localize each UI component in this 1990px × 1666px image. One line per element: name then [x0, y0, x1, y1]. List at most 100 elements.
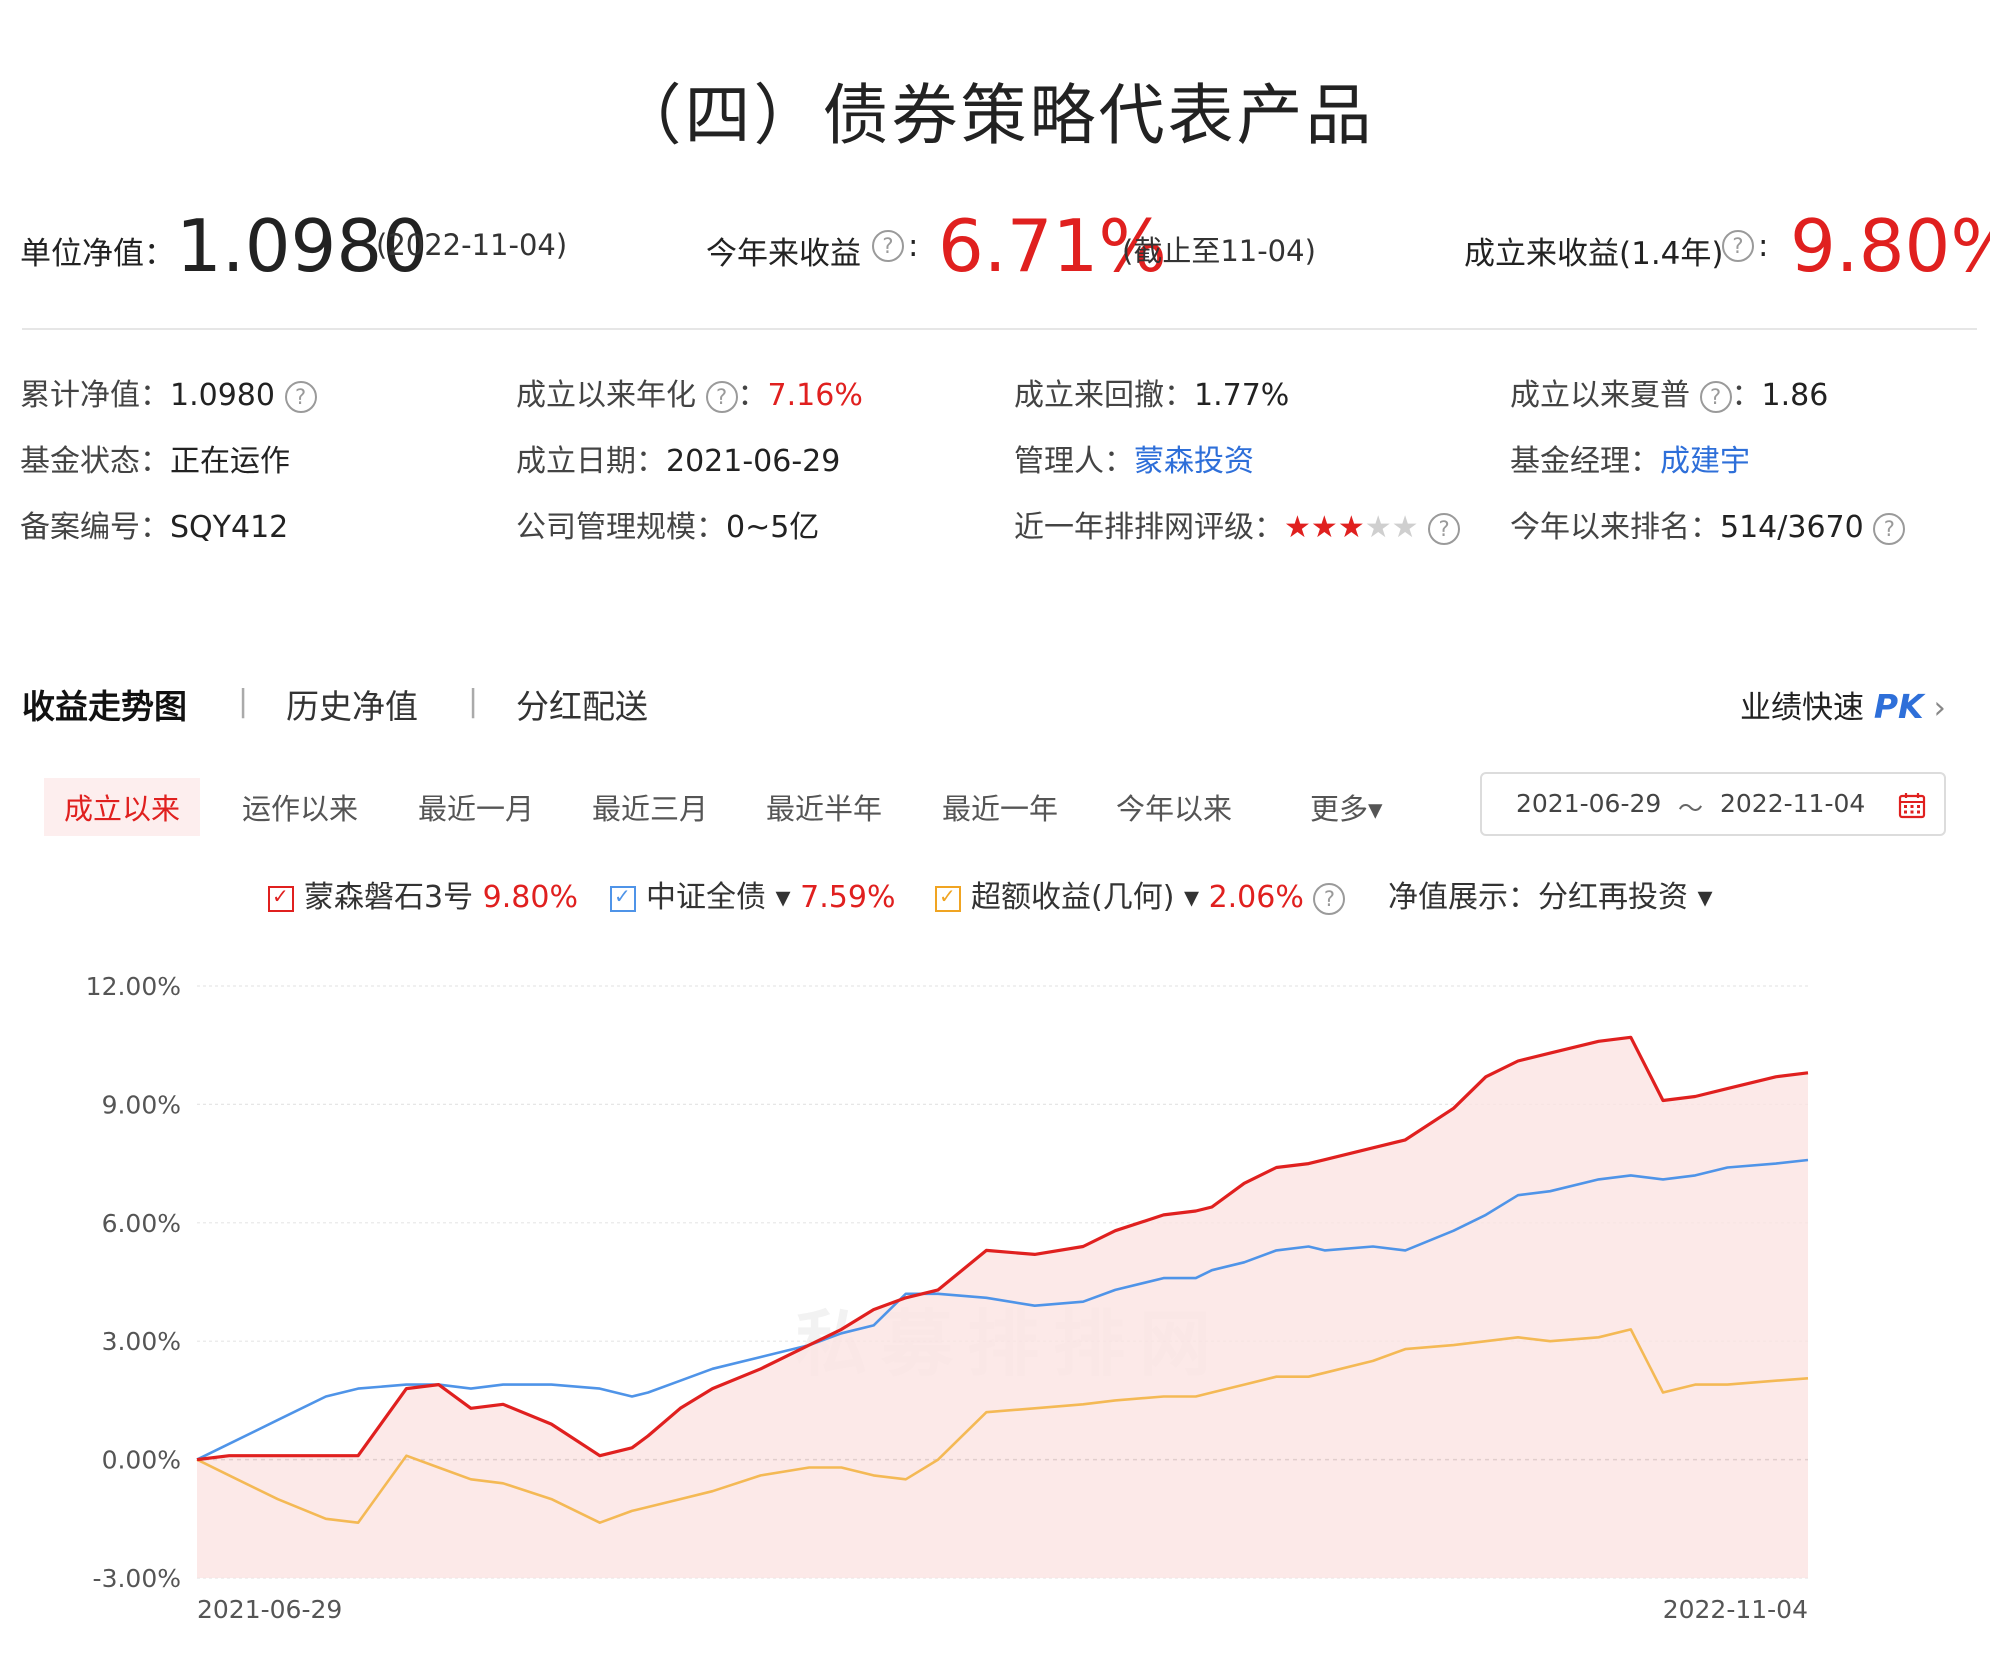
manager-link[interactable]: 蒙森投资	[1134, 444, 1254, 479]
nav-date: (2022-11-04)	[376, 228, 568, 262]
calendar-icon	[1898, 793, 1926, 819]
since-help-icon[interactable]: ?	[1722, 230, 1754, 262]
date-end: 2022-11-04	[1720, 789, 1866, 818]
since-colon: :	[1758, 228, 1769, 264]
page-title: （四）债券策略代表产品	[615, 77, 1375, 154]
found-date-value: 2021-06-29	[666, 444, 841, 479]
period-6-months[interactable]: 最近半年	[766, 792, 883, 826]
annual: 成立以来年化 ? ：7.16%	[516, 378, 863, 413]
cum-nav-value: 1.0980	[170, 378, 275, 413]
pk-label: 业绩快速	[1740, 690, 1864, 726]
x-tick-label: 2022-11-04	[1663, 1595, 1808, 1624]
pk-button[interactable]: 业绩快速 PK ›	[1740, 682, 1946, 727]
excess-checkbox[interactable]	[935, 884, 961, 912]
period-3-months[interactable]: 最近三月	[592, 792, 709, 826]
rating-label: 近一年排排网评级：	[1014, 510, 1284, 545]
rank: 今年以来排名：514/3670 ?	[1510, 502, 1906, 546]
annual-help-icon[interactable]: ?	[705, 380, 738, 413]
star-filled-icon: ★	[1284, 510, 1311, 545]
chevron-right-icon: ›	[1933, 690, 1946, 726]
star-filled-icon: ★	[1337, 510, 1365, 545]
ytd-note: (截止至11-04)	[1122, 234, 1316, 268]
tab-history-nav[interactable]: 历史净值	[286, 687, 418, 726]
ytd-colon: :	[908, 228, 919, 264]
ytd-help-icon[interactable]: ?	[872, 230, 904, 262]
fund-checkbox[interactable]	[268, 884, 294, 912]
cum-nav: 累计净值：1.0980 ?	[20, 370, 317, 414]
sharpe: 成立以来夏普 ? ：1.86	[1510, 378, 1829, 413]
legend-fund-name: 蒙森磐石3号	[304, 880, 474, 915]
legend-excess[interactable]: 超额收益(几何) ▾ 2.06% ?	[935, 872, 1346, 916]
record-label: 备案编号：	[20, 510, 170, 545]
status: 基金状态：正在运作	[20, 436, 290, 480]
excess-help-icon[interactable]: ?	[1313, 882, 1346, 915]
y-tick-label: -3.00%	[93, 1564, 181, 1593]
rating: 近一年排排网评级：★★★★★ ?	[1014, 502, 1461, 546]
rating-help-icon[interactable]: ?	[1428, 512, 1461, 545]
company-scale: 公司管理规模：0~5亿	[516, 502, 819, 546]
scale-value: 0~5亿	[726, 510, 820, 545]
legend-display[interactable]: 净值展示：分红再投资 ▾	[1388, 872, 1713, 916]
since-value: 9.80%	[1790, 204, 1990, 288]
display-label: 净值展示：	[1388, 880, 1538, 915]
date-range-picker[interactable]: 2021-06-29 ～ 2022-11-04	[1480, 772, 1946, 836]
x-tick-label: 2021-06-29	[197, 1595, 342, 1624]
benchmark-checkbox[interactable]	[610, 884, 636, 912]
record-no: 备案编号：SQY412	[20, 502, 288, 546]
tab-separator: |	[238, 684, 249, 719]
tab-separator: |	[468, 684, 479, 719]
status-label: 基金状态：	[20, 444, 170, 479]
display-dropdown[interactable]: 分红再投资 ▾	[1538, 880, 1713, 915]
legend-excess-name: 超额收益(几何) ▾	[971, 880, 1200, 915]
fund-manager-label: 基金经理：	[1510, 444, 1660, 479]
rank-help-icon[interactable]: ?	[1873, 512, 1906, 545]
fund-area	[197, 1037, 1808, 1578]
ytd-value: 6.71%	[938, 204, 1167, 288]
tab-dividend[interactable]: 分红配送	[516, 687, 648, 726]
legend-excess-value: 2.06%	[1208, 880, 1304, 915]
sharpe-help-icon[interactable]: ?	[1699, 380, 1732, 413]
drawdown: 成立来回撤：1.77%	[1014, 370, 1289, 414]
period-1-month[interactable]: 最近一月	[418, 792, 535, 826]
rank-label: 今年以来排名：	[1510, 510, 1720, 545]
y-tick-label: 0.00%	[102, 1446, 181, 1475]
period-since-operation[interactable]: 运作以来	[242, 792, 359, 826]
annual-label: 成立以来年化	[516, 378, 696, 413]
star-empty-icon: ★	[1391, 510, 1419, 545]
drawdown-label: 成立来回撤：	[1014, 378, 1194, 413]
status-value: 正在运作	[170, 444, 290, 479]
drawdown-value: 1.77%	[1194, 378, 1290, 413]
period-1-year[interactable]: 最近一年	[942, 792, 1059, 826]
legend-fund[interactable]: 蒙森磐石3号 9.80%	[268, 872, 578, 916]
benchmark-line	[196, 1158, 1809, 1461]
sharpe-label: 成立以来夏普	[1510, 378, 1690, 413]
legend-benchmark[interactable]: 中证全债 ▾ 7.59%	[610, 872, 895, 916]
rank-value: 514/3670	[1720, 510, 1864, 545]
record-value: SQY412	[170, 510, 289, 545]
legend-bench-name: 中证全债 ▾	[646, 880, 791, 915]
nav-value: 1.0980	[176, 204, 428, 288]
summary-divider	[22, 328, 1977, 330]
fund-line	[196, 1035, 1809, 1462]
y-tick-label: 6.00%	[102, 1209, 181, 1238]
rating-stars: ★★★★★	[1284, 510, 1419, 545]
found-date: 成立日期：2021-06-29	[516, 436, 840, 480]
sharpe-value: 1.86	[1761, 378, 1829, 413]
excess-line	[196, 1328, 1809, 1524]
period-ytd[interactable]: 今年以来	[1116, 792, 1233, 826]
date-start: 2021-06-29	[1516, 789, 1662, 818]
ytd-label: 今年来收益	[706, 236, 861, 272]
manager-label: 管理人：	[1014, 444, 1134, 479]
cum-nav-help-icon[interactable]: ?	[284, 380, 317, 413]
cum-nav-label: 累计净值：	[20, 378, 170, 413]
manager: 管理人：蒙森投资	[1014, 436, 1254, 480]
y-tick-label: 12.00%	[86, 972, 181, 1001]
period-since-inception[interactable]: 成立以来	[44, 778, 201, 836]
fund-manager-link[interactable]: 成建宇	[1660, 444, 1750, 479]
star-filled-icon: ★	[1310, 510, 1338, 545]
period-more-dropdown[interactable]: 更多▾	[1310, 792, 1383, 826]
tab-return-chart[interactable]: 收益走势图	[22, 687, 187, 726]
legend-fund-value: 9.80%	[482, 880, 578, 915]
y-tick-label: 9.00%	[102, 1090, 181, 1119]
